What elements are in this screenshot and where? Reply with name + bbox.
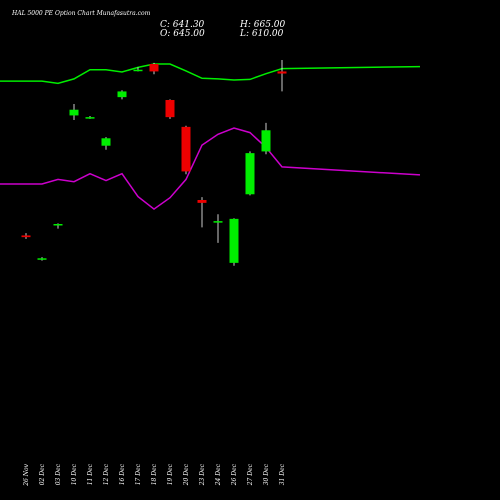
candle-body <box>101 138 111 146</box>
candle-15 <box>261 122 271 155</box>
candle-8 <box>149 62 159 75</box>
x-tick-label: 20 Dec <box>183 463 190 486</box>
x-tick-label: 16 Dec <box>119 463 126 485</box>
candle-body <box>117 91 127 98</box>
candle-body <box>21 235 31 238</box>
x-tick-label: 27 Dec <box>247 463 254 486</box>
candle-9 <box>165 99 175 119</box>
candle-2 <box>53 223 63 229</box>
x-tick-label: 26 Nov <box>23 463 30 486</box>
candle-body <box>53 224 63 226</box>
candle-body <box>165 100 175 118</box>
candle-1 <box>37 257 47 261</box>
candle-body <box>277 71 287 74</box>
x-tick-label: 12 Dec <box>103 463 110 485</box>
chart-title: HAL 5000 PE Option Chart Munafasutra.com <box>12 10 151 17</box>
x-tick-label: 10 Dec <box>71 463 78 485</box>
x-tick-label: 02 Dec <box>39 463 46 485</box>
x-tick-label: 24 Dec <box>215 463 222 486</box>
candle-13 <box>229 218 239 266</box>
candle-16 <box>277 60 287 92</box>
high-value: H: 665.00 <box>240 20 286 30</box>
candle-11 <box>197 197 207 228</box>
candles <box>21 60 287 266</box>
x-tick-label: 31 Dec <box>279 463 286 485</box>
candle-6 <box>117 90 127 100</box>
x-tick-label: 30 Dec <box>263 463 270 485</box>
x-tick-label: 03 Dec <box>55 463 62 485</box>
candle-0 <box>21 233 31 239</box>
candle-5 <box>101 137 111 150</box>
x-axis-labels: 26 Nov 02 Dec 03 Dec 10 Dec 11 Dec 12 Dec 16 D… <box>23 463 286 486</box>
candle-7 <box>133 67 143 72</box>
x-tick-label: 26 Dec <box>231 463 238 486</box>
candle-body <box>197 200 207 203</box>
x-tick-label: 11 Dec <box>87 463 94 485</box>
candle-4 <box>85 116 95 119</box>
candle-body <box>85 117 95 119</box>
candle-12 <box>213 214 223 243</box>
x-tick-label: 19 Dec <box>167 463 174 485</box>
candle-3 <box>69 104 79 120</box>
candle-body <box>181 126 191 172</box>
candle-body <box>149 64 159 72</box>
low-value: L: 610.00 <box>240 29 284 39</box>
open-value: O: 645.00 <box>160 29 205 39</box>
candle-body <box>133 69 143 72</box>
x-tick-label: 23 Dec <box>199 463 206 486</box>
indicator-line-2 <box>0 127 421 211</box>
candle-10 <box>181 125 191 175</box>
candle-body <box>69 109 79 116</box>
indicator-line-1 <box>0 63 421 85</box>
x-tick-label: 18 Dec <box>151 463 158 485</box>
x-tick-label: 17 Dec <box>135 463 142 485</box>
candle-body <box>37 258 47 260</box>
candle-body <box>245 153 255 195</box>
candle-body <box>213 221 223 223</box>
candle-body <box>229 218 239 263</box>
close-value: C: 641.30 <box>160 20 205 30</box>
indicator-lines <box>0 63 421 211</box>
candle-14 <box>245 151 255 196</box>
candle-body <box>261 130 271 152</box>
